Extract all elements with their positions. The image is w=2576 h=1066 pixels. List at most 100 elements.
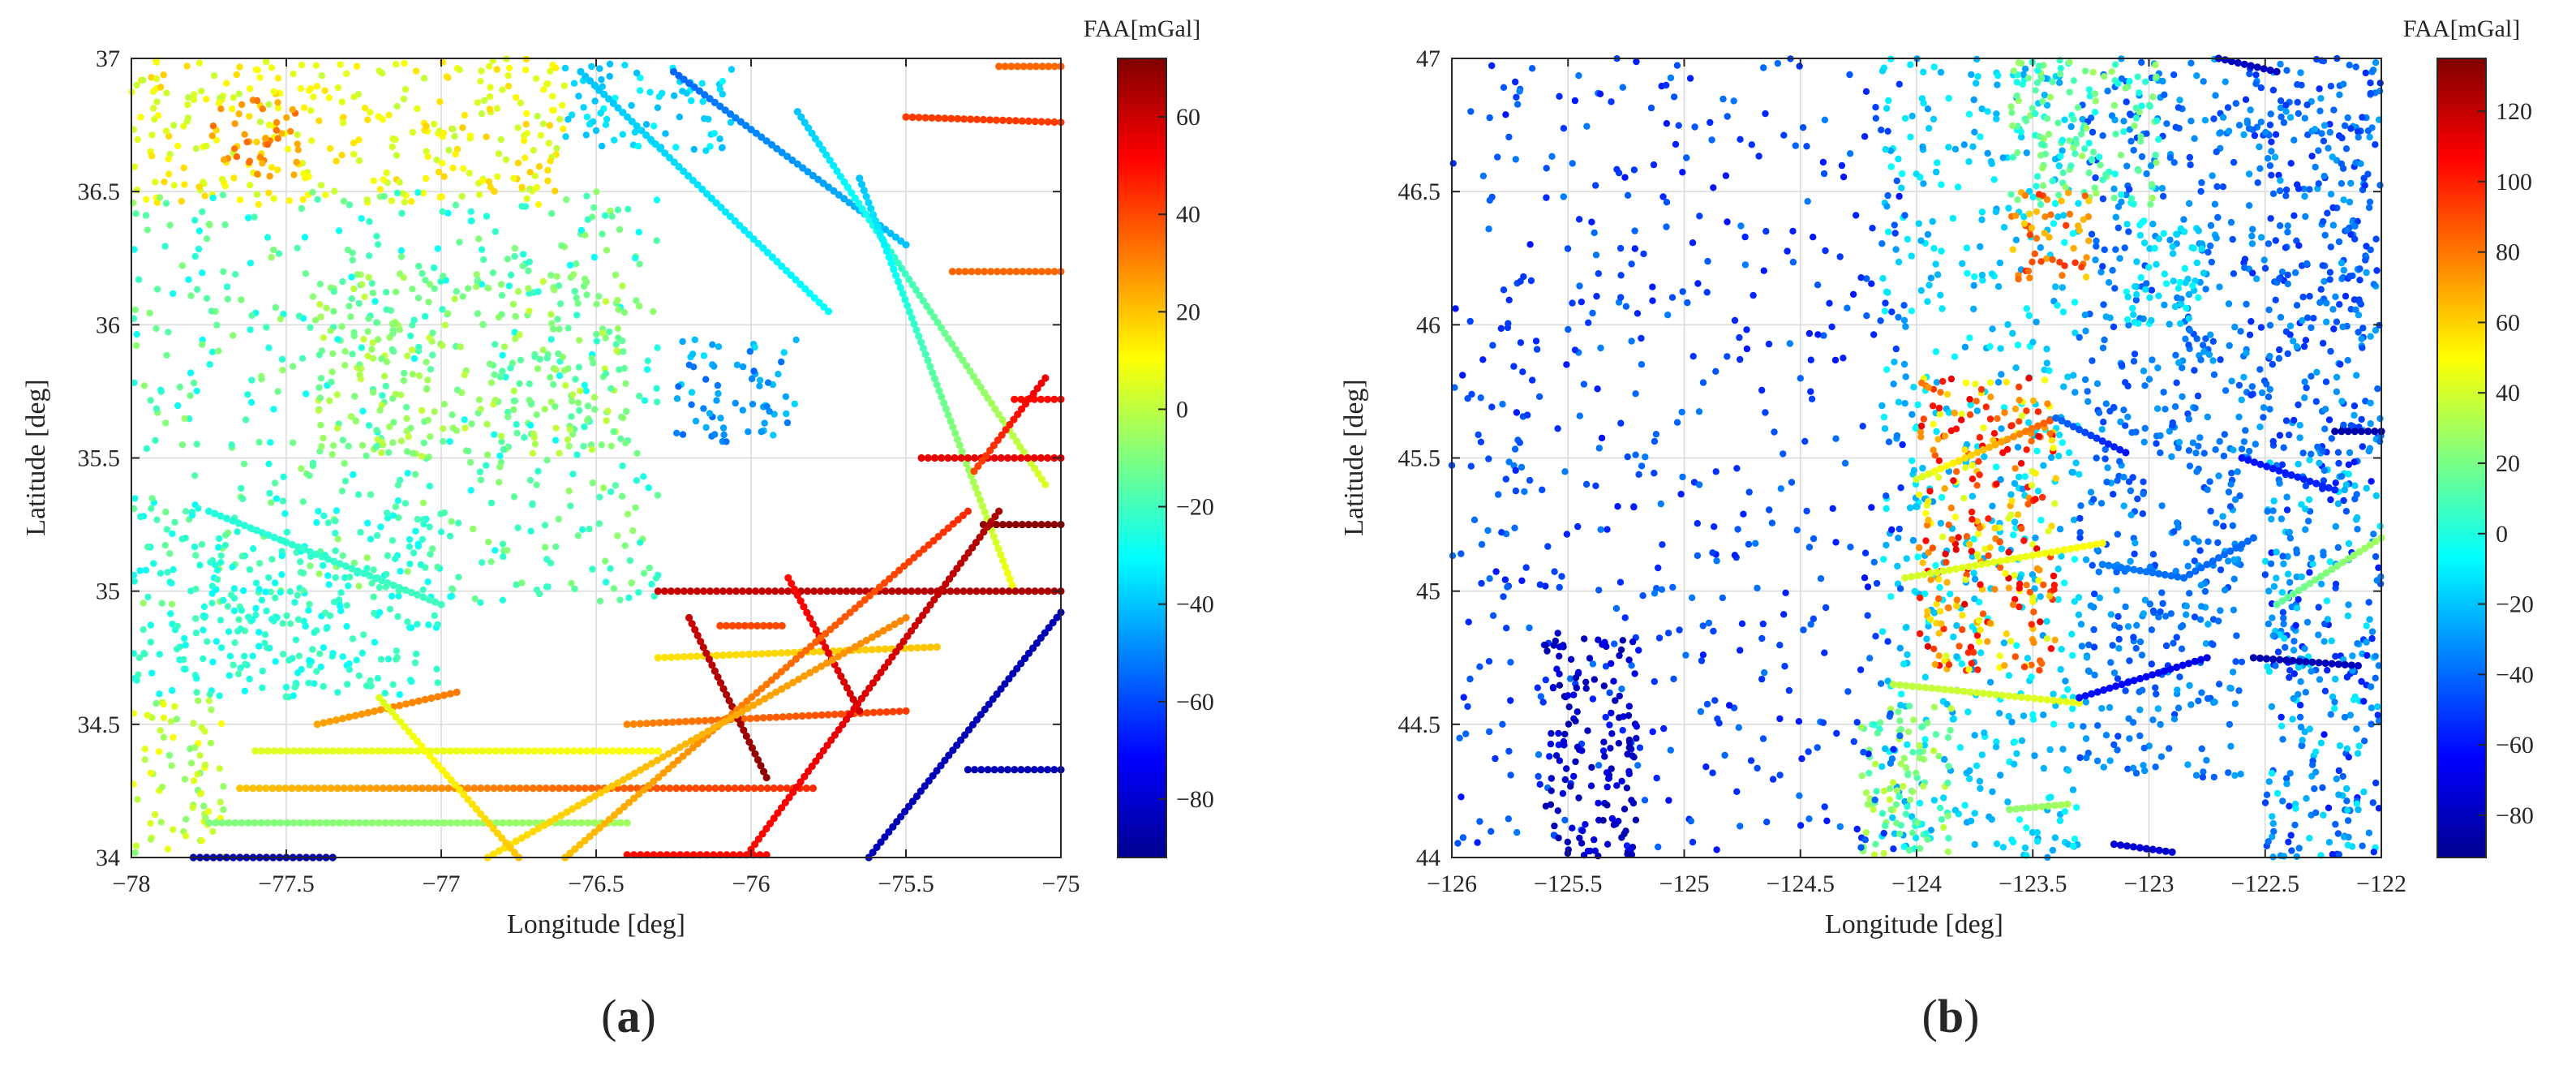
a-data-point — [634, 143, 642, 150]
a-data-point — [645, 484, 652, 492]
a-data-point — [412, 67, 420, 75]
a-data-point — [371, 609, 378, 617]
b-data-point — [2306, 835, 2313, 842]
a-track-point — [844, 183, 852, 191]
a-data-point — [397, 568, 404, 575]
a-data-point — [650, 123, 658, 130]
a-data-point — [270, 195, 277, 202]
a-data-point — [748, 375, 756, 383]
b-data-point — [2161, 270, 2168, 277]
b-data-point — [2373, 267, 2381, 274]
a-data-point — [291, 599, 298, 606]
a-track-point — [258, 747, 266, 755]
a-data-point — [217, 94, 224, 102]
b-data-point — [2028, 673, 2035, 681]
a-data-point — [714, 381, 722, 389]
a-data-point — [389, 143, 396, 151]
a-track-point — [687, 737, 695, 745]
a-data-point — [383, 570, 390, 578]
a-data-point — [283, 528, 291, 536]
b-data-point — [2304, 518, 2312, 525]
a-data-point — [546, 122, 553, 129]
a-track-point — [1024, 453, 1032, 462]
a-track-point — [806, 614, 814, 622]
b-data-point — [2110, 741, 2118, 749]
a-track-point — [810, 294, 818, 302]
b-data-point — [2139, 510, 2146, 518]
b-data-point — [1936, 584, 1943, 591]
a-track-point — [759, 714, 767, 722]
a-data-point — [751, 343, 758, 351]
b-data-point — [2282, 775, 2290, 782]
b-data-point — [2327, 83, 2335, 90]
b-data-point — [2294, 98, 2301, 106]
a-track-point — [856, 600, 864, 608]
a-data-point — [220, 596, 227, 604]
b-data-point — [2326, 128, 2333, 136]
b-data-point — [1916, 799, 1924, 807]
b-data-point — [2210, 371, 2218, 378]
b-data-point — [2196, 547, 2204, 554]
a-data-point — [182, 508, 190, 515]
b-data-point — [2068, 630, 2076, 638]
a-data-point — [272, 579, 279, 587]
b-data-point — [2081, 145, 2089, 153]
a-track-point — [917, 338, 925, 346]
a-track-point — [1013, 62, 1022, 71]
b-data-point — [2141, 596, 2149, 604]
a-data-point — [283, 612, 290, 620]
a-track-point — [577, 819, 586, 827]
b-data-point — [1880, 413, 1888, 421]
a-data-point — [253, 191, 261, 198]
b-data-point — [2229, 522, 2236, 530]
a-track-point — [590, 819, 599, 827]
a-data-point — [170, 826, 177, 833]
b-point-cluster-2 — [2007, 57, 2162, 208]
b-data-point — [1920, 180, 1927, 187]
a-data-point — [411, 659, 419, 667]
a-data-point — [770, 432, 777, 439]
a-data-point — [447, 593, 454, 600]
b-data-point — [1978, 271, 1986, 279]
b-data-point — [2359, 325, 2367, 332]
a-track-point — [997, 685, 1005, 693]
a-data-point — [653, 398, 661, 406]
b-data-point — [2358, 335, 2365, 342]
b-data-point — [2153, 73, 2160, 81]
a-track-point — [1044, 453, 1052, 462]
b-data-point — [1911, 587, 1919, 595]
a-data-point — [495, 150, 503, 157]
b-data-point — [1908, 252, 1915, 260]
a-track-point — [394, 747, 402, 755]
b-data-point — [2251, 131, 2259, 140]
a-data-point — [467, 487, 474, 494]
a-data-point — [355, 672, 363, 680]
a-data-point — [414, 515, 421, 523]
a-track-point — [904, 802, 913, 810]
b-data-point — [2245, 447, 2253, 455]
a-data-point — [499, 351, 506, 359]
b-data-point — [2109, 642, 2116, 649]
a-track-point — [316, 747, 324, 755]
a-data-point — [350, 140, 358, 147]
a-data-point — [643, 366, 651, 373]
b-data-point — [2261, 571, 2269, 578]
a-data-point — [353, 62, 361, 70]
a-data-point — [458, 389, 466, 397]
b-data-point — [2282, 192, 2290, 200]
b-data-point — [2019, 80, 2026, 88]
b-data-point — [1887, 593, 1895, 600]
a-track-point — [930, 313, 938, 321]
b-data-point — [2315, 147, 2322, 154]
a-data-point — [160, 714, 168, 722]
b-data-point — [2087, 602, 2094, 609]
b-data-point — [1951, 145, 1960, 153]
b-data-point — [2256, 165, 2264, 172]
a-track-point — [837, 673, 845, 681]
a-data-point — [246, 85, 254, 92]
a-data-point — [189, 804, 197, 811]
a-track-point — [934, 318, 942, 327]
b-data-point — [2298, 81, 2305, 89]
a-data-point — [238, 607, 246, 614]
a-track-point — [960, 115, 968, 123]
